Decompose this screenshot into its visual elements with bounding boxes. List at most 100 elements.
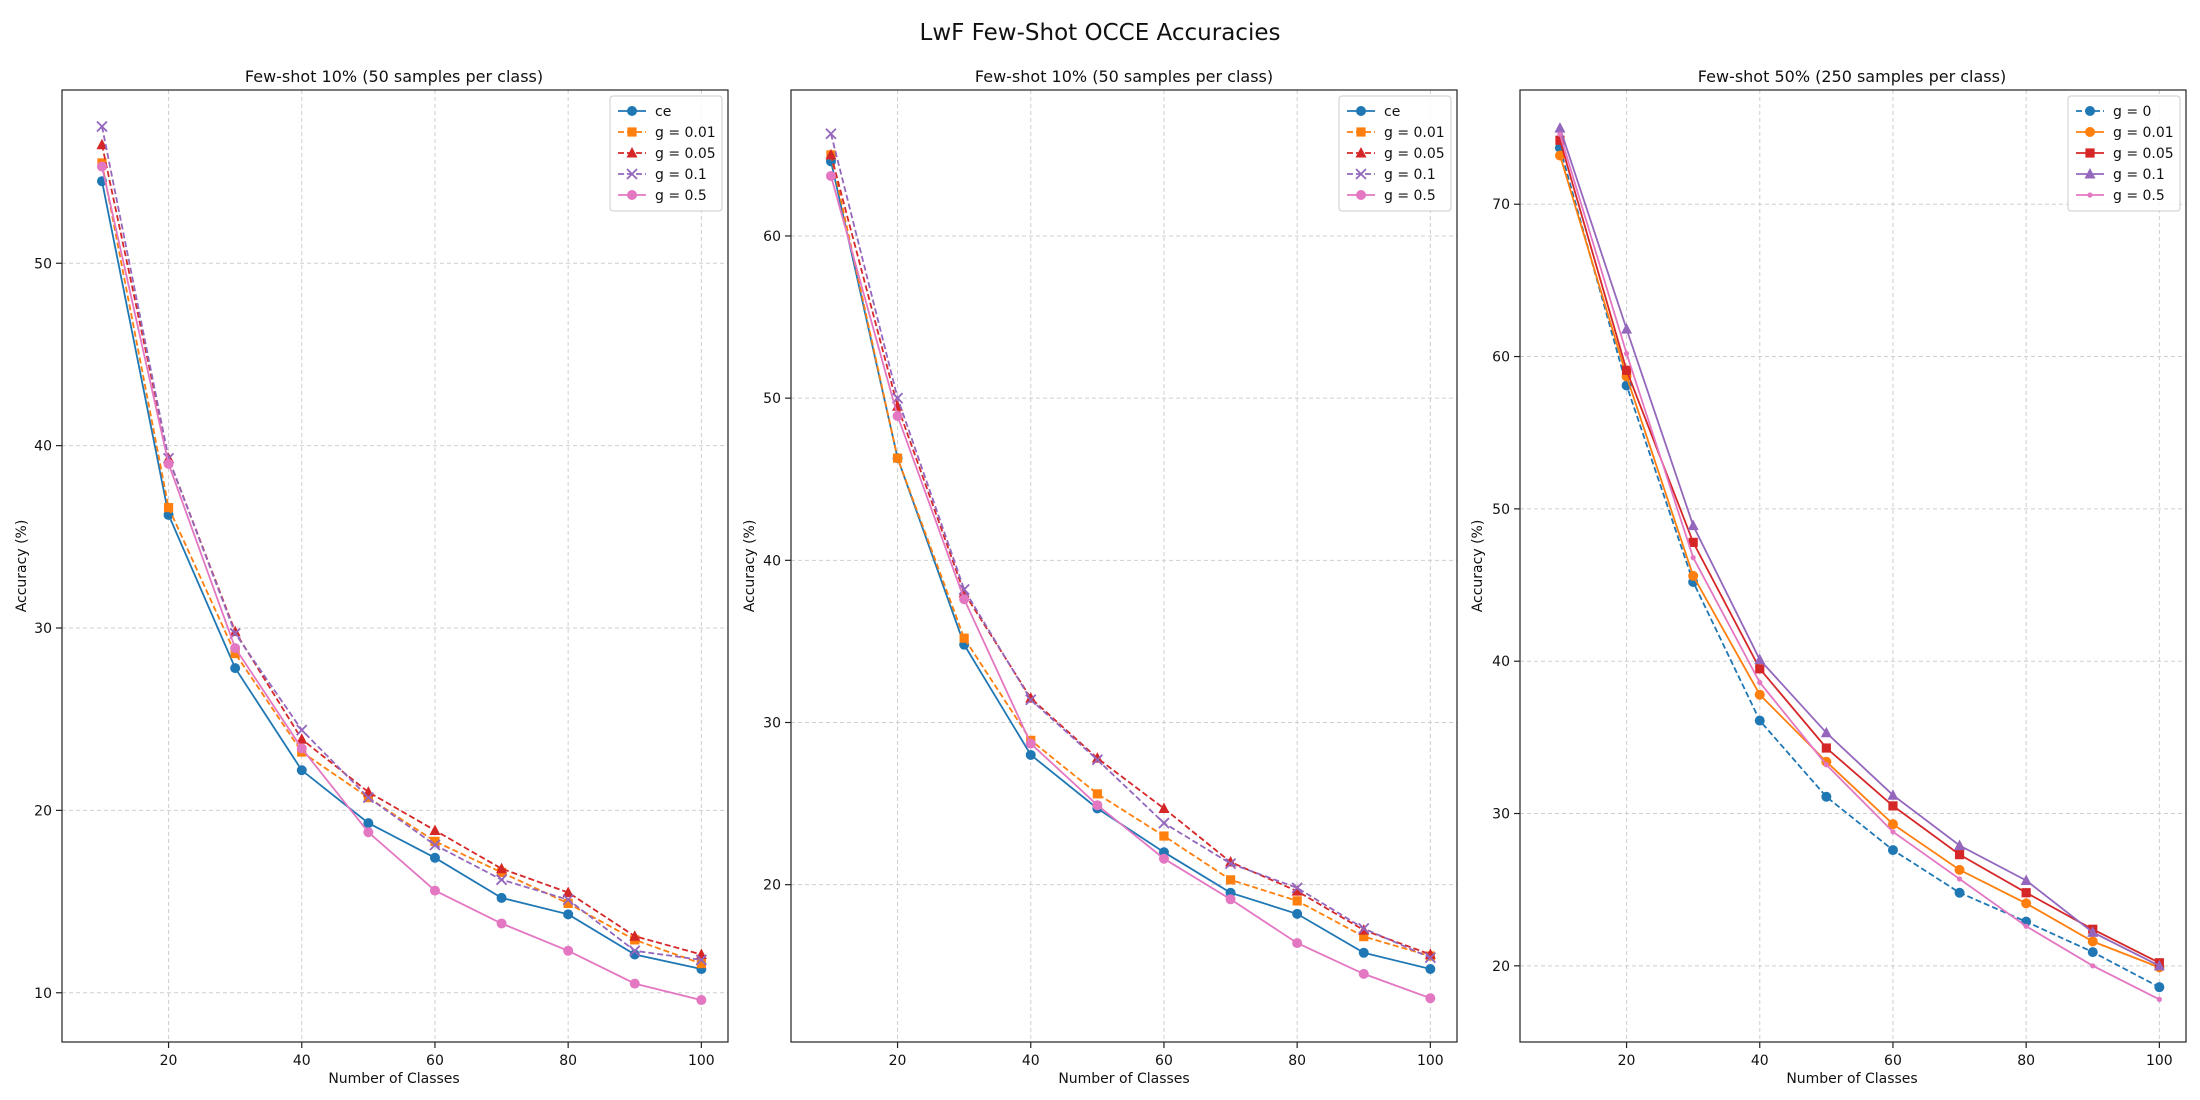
- panel-2-series-ce: [825, 156, 1436, 975]
- panel-2-legend-marker-g-0-05: [1355, 147, 1367, 158]
- panel-2-data-point-g-0-5: [1358, 968, 1369, 979]
- panel-1-data-point-g-0-1: [96, 120, 108, 133]
- panel-1-legend: ce g = 0.01 g = 0.05 g = 0.1 g = 0.5: [609, 95, 723, 212]
- panel-2-y-tick-label: 50: [763, 391, 781, 407]
- panel-2-legend-label-g-0-5: g = 0.5: [1384, 188, 1436, 204]
- panel-2-x-tick-label: 20: [889, 1053, 907, 1069]
- panel-2-data-point-ce: [1425, 964, 1436, 975]
- panel-3-legend-label-g-0-1: g = 0.1: [2113, 167, 2165, 183]
- panel-1-x-axis-label: Number of Classes: [328, 1071, 459, 1087]
- panel-2-x-tick-label: 80: [1288, 1053, 1306, 1069]
- panel-1-data-point-g-0-01: [563, 898, 573, 908]
- panel-3-legend-label-g-0: g = 0: [2113, 104, 2151, 120]
- panel-1-legend-marker-g-0-1: [626, 168, 638, 180]
- panel-1-legend-marker-ce: [627, 106, 637, 116]
- panel-1-data-point-g-0-1: [429, 839, 441, 851]
- panel-2-x-tick-label: 60: [1155, 1053, 1173, 1069]
- panel-3-series-line-g-0-01: [1559, 155, 2160, 969]
- panel-2-data-point-g-0-5: [1292, 938, 1303, 949]
- panel-2-data-point-g-0-1: [1358, 922, 1370, 935]
- panel-2-data-point-g-0-01: [1359, 931, 1369, 942]
- panel-2-data-point-g-0-5: [892, 410, 903, 421]
- panel-1-legend-marker-g-0-5: [627, 190, 637, 200]
- panel-1-data-point-g-0-05: [629, 930, 641, 941]
- panel-2-data-point-g-0-01: [892, 453, 903, 463]
- panel-3-data-point-g-0-1: [2087, 926, 2099, 937]
- panel-2-data-point-ce: [1025, 749, 1036, 760]
- panel-2-series-line-g-0-1: [830, 133, 1431, 959]
- panel-3-y-tick-label: 20: [1492, 959, 1510, 975]
- panel-1-legend-entry-g-0-1: g = 0.1: [618, 167, 707, 183]
- panel-3-data-point-g-0-01: [1954, 864, 1965, 875]
- panel-3-data-point-g-0-1: [1554, 122, 1566, 133]
- panel-3-y-tick-label: 70: [1492, 197, 1510, 213]
- panel-1-data-point-g-0-1: [629, 945, 641, 957]
- panel-1-legend-entry-ce: ce: [618, 104, 671, 120]
- panel-1-y-tick-label: 50: [34, 256, 52, 272]
- panel-1-data-point-g-0-5: [230, 643, 241, 654]
- panel-1: Few-shot 10% (50 samples per class) Numb…: [14, 67, 729, 1087]
- panel-2: Few-shot 10% (50 samples per class) Numb…: [742, 67, 1458, 1087]
- panel-2-data-point-g-0-5: [1092, 800, 1103, 811]
- panel-1-data-point-g-0-05: [96, 138, 108, 150]
- panel-2-data-point-g-0-1: [1291, 882, 1303, 894]
- panel-2-x-tick-label: 40: [1022, 1053, 1040, 1069]
- panel-3-x-tick-label: 80: [2017, 1053, 2035, 1069]
- panel-1-y-tick-label: 30: [34, 621, 52, 637]
- panel-3-series-g-0-1: [1554, 122, 2165, 971]
- panel-3-series-line-g-0-05: [1559, 140, 2160, 964]
- panel-3-data-point-g-0-5: [1890, 829, 1896, 835]
- panel-1-data-point-g-0-05: [496, 862, 508, 874]
- panel-3-data-point-g-0-5: [2090, 963, 2096, 969]
- panel-2-data-point-g-0-05: [825, 148, 837, 160]
- panel-3-axes-frame: [1519, 89, 2187, 1043]
- panel-2-data-point-g-0-01: [959, 633, 969, 643]
- panel-2-legend-marker-g-0-01: [1356, 127, 1366, 137]
- panel-3-data-point-g-0-01: [1754, 689, 1765, 700]
- panel-2-data-point-g-0-1: [1224, 857, 1237, 870]
- panel-3-data-point-g-0-05: [1621, 365, 1632, 375]
- panel-3-data-point-g-0-05: [1755, 664, 1765, 674]
- panel-2-x-tick-label: 100: [1417, 1053, 1444, 1069]
- panel-1-data-point-g-0-5: [496, 918, 507, 929]
- panel-3-data-point-g-0-5: [1690, 555, 1696, 561]
- panel-2-legend-marker-ce: [1356, 106, 1366, 116]
- panel-2-data-point-g-0-1: [1025, 694, 1037, 706]
- panel-1-data-point-g-0-1: [495, 874, 508, 886]
- panel-2-legend-entry-g-0-01: g = 0.01: [1347, 125, 1445, 141]
- panel-2-series-line-g-0-05: [830, 154, 1431, 956]
- panel-1-data-point-g-0-5: [96, 161, 107, 172]
- panel-2-data-point-g-0-5: [1225, 894, 1236, 905]
- panel-1-data-point-g-0-5: [563, 945, 574, 956]
- panel-3-data-point-g-0-5: [1557, 131, 1563, 137]
- panel-3-series-line-g-0-1: [1559, 127, 2160, 967]
- panel-3-y-tick-label: 40: [1492, 654, 1510, 670]
- panel-3-data-point-g-0-1: [1754, 653, 1766, 665]
- panel-1-data-point-g-0-1: [695, 954, 707, 966]
- panel-1-x-tick-label: 40: [293, 1053, 311, 1069]
- panel-2-legend-box: [1338, 95, 1452, 212]
- panel-3-data-point-g-0-01: [2087, 936, 2098, 947]
- panel-3-data-point-g-0: [1821, 791, 1832, 802]
- panel-1-series-line-g-0-01: [101, 162, 702, 965]
- panel-3-data-point-g-0-05: [1688, 537, 1698, 547]
- panel-3-x-tick-label: 60: [1884, 1053, 1902, 1069]
- panel-1-x-tick-label: 20: [160, 1053, 178, 1069]
- panel-3-x-tick-label: 20: [1618, 1053, 1636, 1069]
- panel-1-data-point-g-0-5: [296, 743, 307, 754]
- panel-3-data-point-g-0: [2087, 947, 2098, 958]
- panel-3-data-point-g-0-01: [1554, 150, 1565, 161]
- panel-3-data-point-g-0: [1954, 887, 1965, 898]
- panel-1-data-point-ce: [230, 663, 241, 674]
- panel-2-data-point-g-0-01: [1292, 896, 1302, 906]
- panel-1-data-point-g-0-05: [296, 733, 308, 744]
- panel-2-y-axis-label: Accuracy (%): [742, 520, 758, 613]
- panel-2-series-g-0-5: [825, 170, 1436, 1004]
- panel-2-data-point-g-0-5: [1158, 853, 1169, 864]
- panel-1-series-ce: [96, 176, 707, 975]
- panel-1-data-point-ce: [496, 892, 507, 903]
- panel-2-data-point-g-0-05: [1091, 752, 1103, 763]
- panel-2-data-point-g-0-1: [1158, 817, 1170, 829]
- panel-1-x-tick-label: 80: [559, 1053, 577, 1069]
- panel-3-legend-marker-g-0-05: [2085, 148, 2095, 158]
